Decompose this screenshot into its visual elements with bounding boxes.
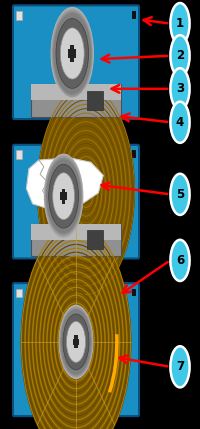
Text: 5: 5 (176, 188, 184, 201)
Bar (68, 49, 76, 57)
Circle shape (51, 8, 94, 99)
FancyBboxPatch shape (13, 145, 139, 258)
Circle shape (52, 10, 92, 97)
Circle shape (53, 173, 75, 220)
Circle shape (170, 240, 190, 281)
Bar (16, 151, 22, 159)
Circle shape (51, 7, 94, 100)
Circle shape (61, 310, 91, 374)
Circle shape (170, 346, 190, 387)
Circle shape (170, 3, 190, 44)
Circle shape (56, 18, 89, 88)
FancyBboxPatch shape (13, 5, 139, 119)
Bar (87, 230, 103, 249)
Circle shape (61, 309, 91, 375)
Circle shape (45, 157, 82, 236)
Circle shape (38, 87, 134, 294)
Circle shape (46, 157, 82, 235)
Circle shape (63, 314, 89, 370)
Circle shape (51, 9, 93, 98)
Bar (132, 11, 136, 19)
Bar (31, 84, 121, 100)
Text: 4: 4 (176, 116, 184, 129)
Bar (31, 224, 121, 240)
Circle shape (45, 155, 83, 237)
Bar (74, 335, 78, 348)
Bar (132, 151, 136, 158)
Circle shape (60, 307, 92, 377)
Circle shape (59, 305, 93, 378)
Circle shape (170, 68, 190, 109)
Text: 1: 1 (176, 17, 184, 30)
Bar (31, 84, 121, 117)
Text: 3: 3 (176, 82, 184, 95)
Bar (70, 45, 74, 62)
Circle shape (21, 225, 131, 429)
Circle shape (45, 156, 82, 236)
Text: 2: 2 (176, 49, 184, 62)
Bar (87, 91, 103, 110)
Circle shape (59, 305, 93, 379)
Circle shape (53, 13, 91, 94)
Bar (132, 289, 136, 296)
Text: 6: 6 (176, 254, 184, 267)
Circle shape (46, 159, 81, 233)
Circle shape (52, 9, 93, 97)
Bar (16, 289, 22, 297)
Polygon shape (26, 158, 103, 210)
Circle shape (170, 174, 190, 215)
Bar (16, 11, 22, 20)
Bar (60, 192, 67, 200)
Circle shape (44, 154, 83, 238)
Bar (31, 224, 121, 256)
Circle shape (53, 11, 92, 96)
Circle shape (170, 102, 190, 143)
Circle shape (66, 321, 86, 363)
Circle shape (170, 35, 190, 76)
Circle shape (60, 308, 92, 376)
Circle shape (46, 158, 81, 234)
Text: 7: 7 (176, 360, 184, 373)
Circle shape (59, 306, 93, 378)
Bar (62, 189, 65, 204)
Circle shape (60, 28, 84, 79)
Circle shape (49, 164, 78, 228)
Circle shape (53, 12, 92, 95)
Bar (73, 338, 79, 345)
FancyBboxPatch shape (13, 283, 139, 416)
Circle shape (44, 154, 83, 239)
Circle shape (60, 308, 92, 376)
